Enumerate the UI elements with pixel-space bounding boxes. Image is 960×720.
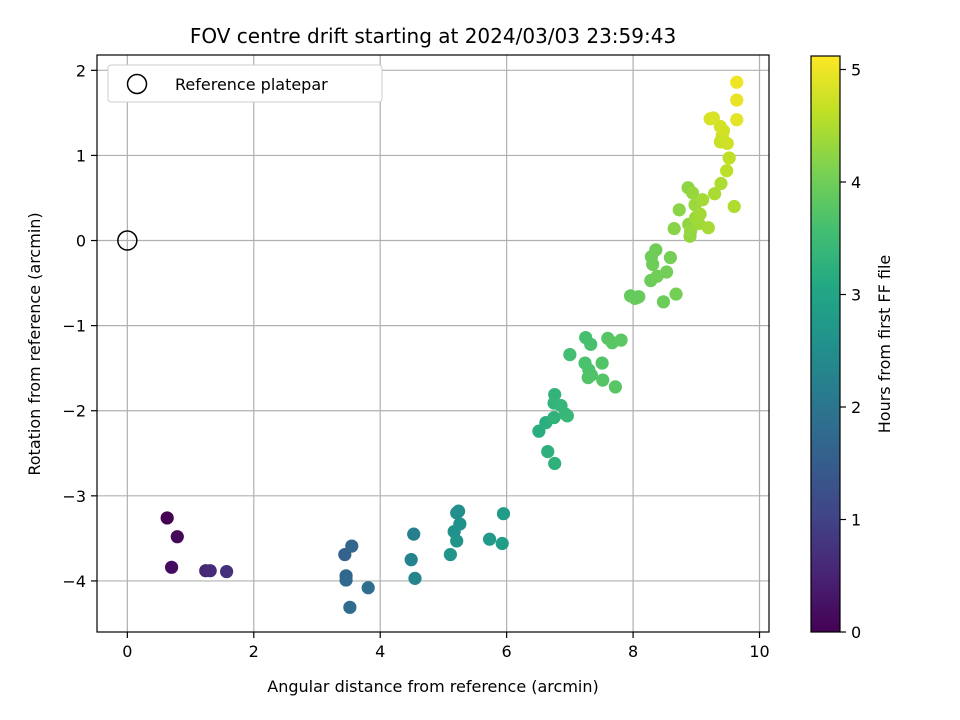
colorbar-gradient — [811, 56, 840, 632]
data-point — [656, 295, 671, 309]
data-point — [581, 370, 595, 385]
data-point — [160, 511, 174, 525]
colorbar-tick-label: 2 — [851, 398, 861, 417]
data-point — [443, 547, 457, 562]
data-point — [496, 507, 511, 521]
data-point — [649, 243, 663, 257]
data-point — [345, 539, 359, 553]
data-point — [720, 164, 734, 178]
x-tick-label: 6 — [502, 642, 512, 661]
data-point — [452, 504, 466, 518]
y-tick-label: 0 — [76, 232, 86, 251]
x-tick-label: 0 — [122, 642, 132, 661]
y-tick-label: −2 — [62, 402, 86, 421]
data-point — [361, 581, 375, 595]
data-point — [663, 250, 677, 265]
colorbar-tick-label: 1 — [851, 511, 861, 530]
data-point — [730, 93, 744, 107]
y-tick-label: −4 — [62, 572, 86, 591]
data-point — [203, 564, 217, 578]
data-point — [595, 356, 609, 370]
legend-label: Reference platepar — [175, 75, 328, 94]
data-point — [495, 536, 509, 551]
data-point — [646, 257, 660, 271]
data-points — [160, 75, 744, 614]
data-point — [164, 560, 179, 574]
data-point — [608, 380, 622, 394]
data-point — [667, 222, 681, 236]
data-point — [722, 151, 736, 165]
data-point — [547, 410, 561, 425]
reference-platepar-marker — [117, 230, 138, 251]
data-point — [407, 527, 421, 541]
data-point — [453, 517, 467, 531]
data-point — [669, 287, 683, 301]
data-point — [219, 564, 234, 579]
data-point — [672, 203, 686, 217]
x-tick-label: 8 — [628, 642, 638, 661]
x-tick-label: 10 — [749, 642, 769, 661]
x-axis-label: Angular distance from reference (arcmin) — [267, 677, 598, 696]
data-point — [548, 456, 562, 471]
colorbar-ticks: 0 1 2 3 4 5 — [840, 61, 861, 642]
y-axis-ticks: −4 −3 −2 −1 0 1 2 — [62, 61, 97, 591]
y-tick-label: 1 — [76, 146, 86, 165]
data-point — [730, 75, 744, 89]
data-point — [727, 199, 741, 214]
data-point — [714, 176, 728, 191]
data-point — [706, 111, 720, 125]
x-tick-label: 4 — [375, 642, 385, 661]
data-point — [170, 530, 184, 544]
colorbar-tick-label: 5 — [851, 61, 861, 80]
data-point — [584, 337, 598, 351]
data-point — [563, 347, 577, 362]
legend-box — [107, 64, 383, 103]
grid-lines — [97, 55, 769, 632]
data-point — [450, 534, 464, 548]
y-tick-label: −3 — [62, 487, 86, 506]
colorbar-tick-label: 0 — [851, 623, 861, 642]
chart-title: FOV centre drift starting at 2024/03/03 … — [190, 24, 676, 48]
data-point — [560, 409, 574, 423]
reference-marker — [117, 230, 138, 251]
data-point — [685, 186, 700, 200]
legend: Reference platepar — [107, 64, 383, 103]
colorbar: 0 1 2 3 4 5 Hours from first FF file — [810, 55, 894, 642]
data-point — [408, 571, 422, 585]
x-axis-ticks: 0 2 4 6 8 10 — [122, 632, 770, 661]
y-tick-label: −1 — [62, 317, 86, 336]
data-point — [693, 207, 707, 221]
data-point — [696, 193, 710, 207]
data-point — [614, 333, 628, 347]
data-point — [730, 113, 744, 127]
data-point — [630, 290, 644, 305]
legend-marker-icon — [126, 73, 148, 95]
data-point — [720, 136, 734, 151]
data-point — [659, 265, 674, 279]
data-point — [701, 221, 715, 235]
colorbar-frame — [810, 55, 841, 633]
x-tick-label: 2 — [249, 642, 259, 661]
data-point — [482, 532, 497, 546]
data-point — [339, 573, 353, 587]
data-point — [596, 373, 610, 387]
colorbar-tick-label: 4 — [851, 173, 861, 192]
colorbar-tick-label: 3 — [851, 286, 861, 305]
data-point — [541, 444, 555, 459]
y-tick-label: 2 — [76, 61, 86, 80]
colorbar-label: Hours from first FF file — [875, 255, 894, 434]
data-point — [708, 187, 722, 201]
data-point — [343, 600, 357, 614]
y-axis-label: Rotation from reference (arcmin) — [25, 212, 44, 475]
plot-frame — [96, 54, 770, 633]
data-point — [404, 553, 418, 567]
